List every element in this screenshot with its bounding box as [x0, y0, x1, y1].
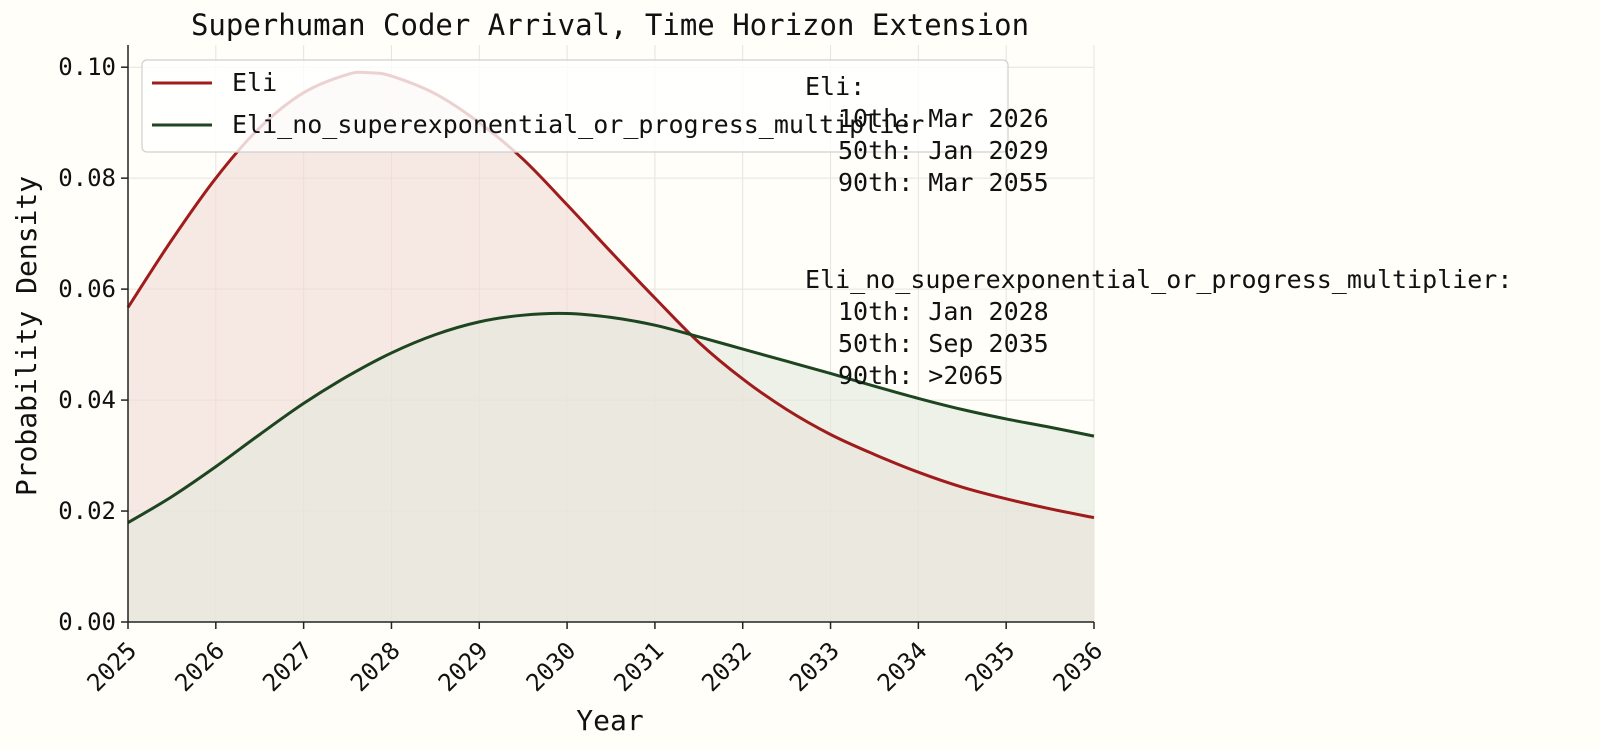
- x-tick-label-2: 2027: [257, 636, 318, 697]
- x-tick-label-10: 2035: [960, 636, 1021, 697]
- y-tick-label-4: 0.08: [58, 164, 116, 192]
- legend-label-0: Eli: [232, 68, 277, 97]
- annotation-heading-1: Eli_no_superexponential_or_progress_mult…: [805, 265, 1512, 294]
- x-tick-label-1: 2026: [169, 636, 230, 697]
- annotation-heading-0: Eli:: [805, 72, 865, 101]
- annotation-line-0-1: 50th: Jan 2029: [838, 136, 1049, 165]
- series-fills: [128, 72, 1094, 623]
- percentile-annotations: Eli: 10th: Mar 2026 50th: Jan 2029 90th: Ma…: [805, 72, 1512, 390]
- x-tick-label-5: 2030: [521, 636, 582, 697]
- annotation-line-1-1: 50th: Sep 2035: [838, 329, 1049, 358]
- annotation-line-0-0: 10th: Mar 2026: [838, 104, 1049, 133]
- y-tick-label-2: 0.04: [58, 386, 116, 414]
- annotation-line-0-2: 90th: Mar 2055: [838, 168, 1049, 197]
- y-tick-label-3: 0.06: [58, 275, 116, 303]
- x-axis-label: Year: [576, 704, 643, 737]
- x-tick-label-11: 2036: [1048, 636, 1109, 697]
- legend-box: [141, 59, 1009, 153]
- x-tick-label-3: 2028: [345, 636, 406, 697]
- y-axis-label: Probability Density: [10, 176, 43, 496]
- y-tick-label-5: 0.10: [58, 53, 116, 81]
- x-tick-label-7: 2032: [696, 636, 757, 697]
- chart-title: Superhuman Coder Arrival, Time Horizon E…: [191, 8, 1029, 42]
- y-axis-ticks: 0.00 0.02 0.04 0.06 0.08 0.10: [58, 53, 128, 636]
- y-tick-label-0: 0.00: [58, 608, 116, 636]
- y-tick-label-1: 0.02: [58, 497, 116, 525]
- x-tick-label-6: 2031: [608, 636, 669, 697]
- legend: Eli Eli_no_superexponential_or_progress_m…: [141, 59, 1009, 153]
- x-tick-label-9: 2034: [872, 636, 933, 697]
- series-line-1: [127, 311, 1095, 524]
- x-tick-label-0: 2025: [82, 636, 143, 697]
- series-fill-1: [128, 313, 1094, 622]
- x-axis-ticks: 2025 2026 2027 2028 2029 2030 2031 2032 2033 2034…: [82, 622, 1109, 697]
- x-tick-label-8: 2033: [784, 636, 845, 697]
- annotation-line-1-0: 10th: Jan 2028: [838, 297, 1049, 326]
- axes: [127, 45, 1094, 623]
- annotation-line-1-2: 90th: >2065: [838, 361, 1004, 390]
- x-tick-label-4: 2029: [433, 636, 494, 697]
- legend-label-1: Eli_no_superexponential_or_progress_mult…: [232, 110, 924, 139]
